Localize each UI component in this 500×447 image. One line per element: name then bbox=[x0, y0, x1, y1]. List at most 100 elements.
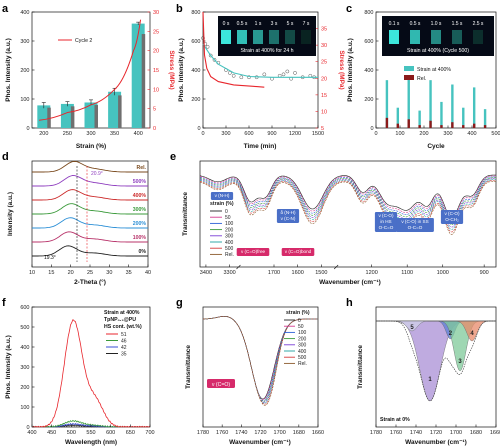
x-tick-label: 100 bbox=[395, 131, 404, 137]
x-tick-label: 300 bbox=[221, 131, 230, 137]
y-tick-label: 30 bbox=[153, 10, 159, 16]
legend-label: 51 bbox=[121, 332, 127, 338]
annotation-19: 19.3° bbox=[44, 255, 56, 261]
x-tick-label: 1740 bbox=[410, 430, 422, 436]
bar-rel bbox=[385, 117, 389, 128]
bar-250 bbox=[60, 103, 74, 128]
x-ticks: 10 15 20 25 30 35 40 bbox=[29, 264, 151, 276]
legend-title: HS cont. (wt.%) bbox=[104, 324, 142, 330]
y-tick-label: 600 bbox=[364, 39, 373, 45]
x-axis-label: Wavenumber (cm⁻¹) bbox=[319, 279, 381, 286]
bar-strain bbox=[418, 110, 421, 128]
x-ticks: 200 250 300 350 400 bbox=[39, 131, 143, 137]
bar-strain bbox=[440, 101, 443, 128]
legend-label: 200 bbox=[225, 227, 234, 233]
y-tick-label: 10 bbox=[321, 109, 327, 115]
legend-swatch-strain bbox=[404, 66, 414, 71]
band-label: ν (C-N) bbox=[281, 216, 296, 221]
y-tick-label: 30 bbox=[321, 43, 327, 49]
xrd-curve bbox=[32, 231, 148, 243]
x-tick-label: 1660 bbox=[312, 430, 324, 436]
band-label: ν (C-O) in SS bbox=[401, 219, 428, 224]
x-tick-label: 1720 bbox=[254, 430, 266, 436]
legend-label: 500 bbox=[298, 355, 307, 361]
band-label: in HS bbox=[380, 219, 391, 224]
y-tick-label: 200 bbox=[364, 97, 373, 103]
x-ticks: 400 450 500 550 600 650 700 bbox=[27, 424, 155, 436]
series-label: Rel. bbox=[136, 165, 146, 171]
x-tick-label: 400 bbox=[27, 430, 36, 436]
bar-rel bbox=[462, 125, 465, 128]
x-tick-label: 10 bbox=[29, 270, 35, 276]
bar-400 bbox=[131, 23, 145, 129]
x-ticks: 0 300 600 900 1200 1500 bbox=[201, 125, 324, 137]
y-axis-label: Transmittance bbox=[182, 192, 189, 236]
inset-sample bbox=[269, 30, 279, 44]
x-tick-label: 500 bbox=[67, 430, 76, 436]
x-tick-label: 1700 bbox=[268, 270, 280, 276]
bar-strain bbox=[407, 77, 410, 128]
inset-samples: 0.1 s 0.5 s 1.0 s 1.5 s 2.5 s bbox=[389, 21, 484, 44]
x-tick-label: 600 bbox=[244, 131, 253, 137]
ftir-curve bbox=[199, 178, 496, 228]
panel-label-a: a bbox=[2, 3, 9, 15]
legend-label: 35 bbox=[121, 351, 127, 357]
band-label: O-C=O bbox=[379, 225, 394, 230]
x-tick-label: 200 bbox=[39, 131, 48, 137]
ftir-curve bbox=[199, 179, 496, 230]
legend-rel: Rel. bbox=[417, 76, 426, 82]
y-axis-label: Phos. Intensity (a.u.) bbox=[5, 38, 12, 102]
series-label: 0% bbox=[139, 249, 147, 255]
component-label: 3 bbox=[458, 359, 462, 365]
x-tick-label: 40 bbox=[145, 270, 151, 276]
y-tick-label: 15 bbox=[153, 68, 159, 74]
x-tick-label: 1680 bbox=[293, 430, 305, 436]
band-label: O-CH₂ bbox=[445, 217, 459, 222]
bar-shadow-400 bbox=[141, 34, 146, 128]
x-tick-label: 900 bbox=[267, 131, 276, 137]
x-tick-label: 1000 bbox=[437, 270, 449, 276]
panel-b: b 0 200 400 600 800 5 10 15 20 25 30 35 0 300 600 900… bbox=[176, 3, 345, 150]
legend-label: 42 bbox=[121, 345, 127, 351]
y-tick-label: 5 bbox=[153, 107, 156, 113]
y-tick-label: 800 bbox=[191, 10, 200, 16]
xrd-curve bbox=[32, 160, 148, 173]
x-tick-label: 600 bbox=[106, 430, 115, 436]
band-badge bbox=[207, 379, 235, 388]
legend-label: 500 bbox=[225, 246, 234, 252]
bar-rel bbox=[418, 125, 421, 128]
data-point bbox=[208, 53, 213, 58]
y2-axis-label: Stress (MPa) bbox=[168, 50, 175, 89]
y-tick-label: 600 bbox=[20, 305, 29, 311]
bars bbox=[37, 21, 146, 129]
bar-strain bbox=[429, 80, 432, 128]
bar-strain bbox=[396, 107, 400, 128]
x-tick-label: 300 bbox=[86, 131, 95, 137]
x-tick-label: 700 bbox=[145, 430, 154, 436]
band-label: ν (C-O) bbox=[378, 213, 394, 218]
stress-curve bbox=[39, 19, 142, 121]
panel-d: d 0% 100% 200% 300% 400% 500% Rel. 10 15 20 25 30 3… bbox=[2, 151, 151, 286]
bar-rel bbox=[472, 123, 476, 128]
emission-curves bbox=[32, 319, 150, 428]
x-tick-label: 1740 bbox=[235, 430, 247, 436]
emission-curve-51 bbox=[32, 319, 150, 428]
component-label: 5 bbox=[410, 325, 414, 331]
bars bbox=[385, 77, 487, 128]
band-badge bbox=[236, 248, 270, 256]
inset-samples: 0 s 0.5 s 1 s 3 s 5 s 7 s bbox=[221, 21, 311, 44]
legend-label: 50 bbox=[298, 324, 304, 330]
y-tick-label: 0 bbox=[153, 126, 156, 132]
x-tick-label: 550 bbox=[86, 430, 95, 436]
ftir-curve bbox=[199, 180, 496, 233]
y-tick-label: 0 bbox=[26, 425, 29, 431]
x-tick-label: 1780 bbox=[197, 430, 209, 436]
bar-rel bbox=[483, 125, 487, 128]
panel-label-f: f bbox=[2, 297, 6, 309]
x-axis-label: Strain (%) bbox=[76, 143, 106, 150]
axis-break bbox=[236, 264, 241, 270]
